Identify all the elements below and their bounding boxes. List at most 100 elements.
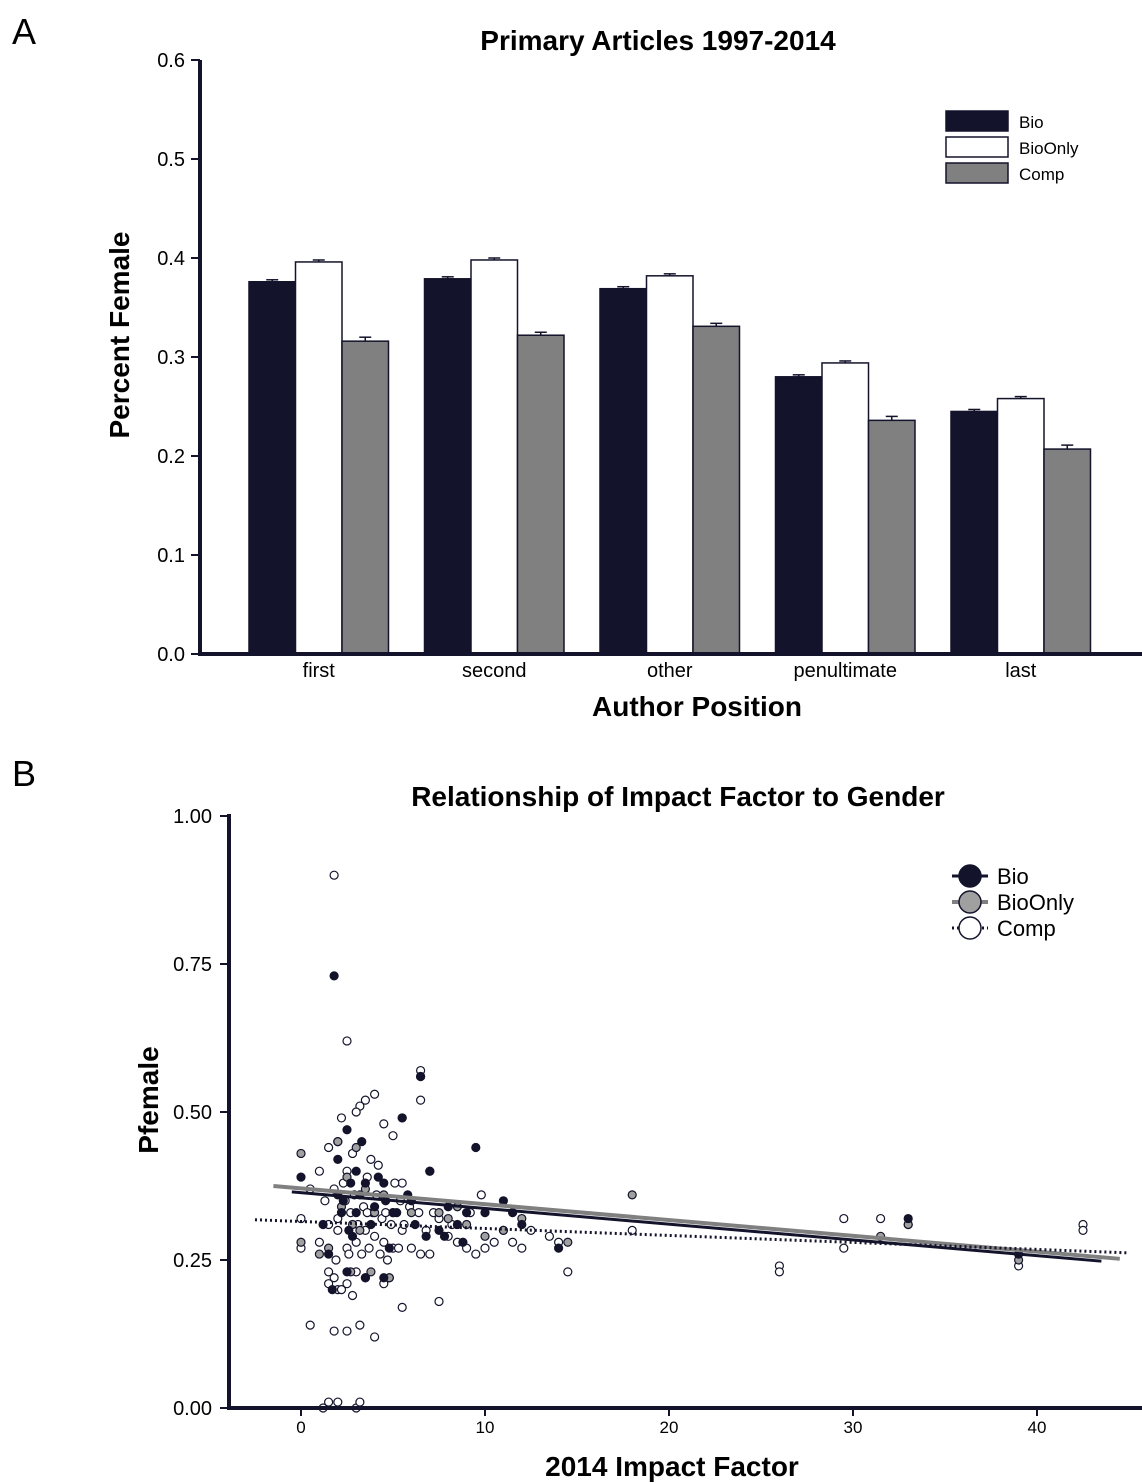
scatter-point-bio [342, 1125, 352, 1135]
scatter-point-comp [379, 1119, 389, 1129]
scatter-point-comp [388, 1131, 398, 1141]
trend-line-comp [254, 1218, 1130, 1255]
scatter-point-bio [397, 1113, 407, 1123]
scatter-point-bio [360, 1178, 370, 1188]
panel-b: B Relationship of Impact Factor to Gende… [12, 753, 1142, 1482]
bar-y-tick-label: 0.2 [157, 446, 185, 468]
scatter-y-tick-label: 0.50 [173, 1102, 212, 1124]
scatter-point-comp [370, 1332, 380, 1342]
scatter-point-comp [379, 1237, 389, 1247]
scatter-point-comp [370, 1231, 380, 1241]
scatter-point-bio [416, 1071, 426, 1082]
scatter-legend-marker-comp [958, 916, 982, 940]
scatter-point-comp [336, 1284, 347, 1295]
scatter-point-comp [333, 1397, 343, 1407]
scatter-y-tick-label: 1.00 [173, 806, 212, 828]
scatter-point-bio [336, 1208, 347, 1218]
scatter-point-comp [774, 1267, 785, 1277]
scatter-chart-y-label: Pfemale [133, 1046, 164, 1153]
scatter-point-comp [357, 1249, 367, 1259]
scatter-point-bioonly [434, 1208, 444, 1218]
scatter-point-bio [351, 1166, 361, 1176]
scatter-chart-title: Relationship of Impact Factor to Gender [411, 781, 945, 812]
scatter-point-comp [344, 1249, 354, 1259]
bar-bioonly-first [294, 261, 343, 655]
trend-line-bioonly [273, 1184, 1120, 1261]
panel-a: A Primary Articles 1997-2014 Percent Fem… [12, 11, 1142, 722]
panel-b-letter: B [12, 753, 36, 794]
scatter-point-comp [416, 1249, 426, 1259]
scatter-legend-marker-bio [958, 864, 982, 888]
scatter-point-bio [425, 1166, 435, 1176]
scatter-point-bio [373, 1172, 383, 1182]
bar-bio-second [423, 278, 472, 655]
bar-bio-last [950, 410, 999, 655]
scatter-point-bio [379, 1273, 389, 1283]
scatter-point-comp [517, 1243, 527, 1253]
bar-legend-swatch-bioonly [945, 136, 1009, 158]
scatter-point-comp [370, 1089, 380, 1099]
scatter-point-bioonly [351, 1142, 361, 1153]
bar-x-tick-label: penultimate [794, 660, 897, 682]
bar-bioonly-penultimate [821, 362, 870, 655]
scatter-point-comp [839, 1243, 849, 1253]
scatter-point-bioonly [563, 1237, 573, 1247]
scatter-point-comp [342, 1326, 352, 1336]
scatter-point-comp [355, 1397, 365, 1407]
bar-legend-swatch-comp [945, 162, 1009, 184]
bar-bioonly-last [996, 397, 1045, 655]
scatter-legend-label-comp: Comp [997, 916, 1056, 941]
scatter-point-bio [344, 1225, 354, 1236]
scatter-point-comp [397, 1302, 407, 1312]
scatter-x-axis-ticks: 0 10 20 30 40 [296, 1408, 1046, 1437]
scatter-point-bio [517, 1219, 527, 1230]
scatter-point-bio [296, 1172, 306, 1182]
bar-comp-second [516, 334, 565, 655]
bar-y-tick-label: 0.6 [157, 50, 185, 72]
bar-comp-last [1043, 448, 1092, 655]
scatter-point-bio [903, 1213, 913, 1224]
scatter-legend-label-bio: Bio [997, 864, 1029, 889]
scatter-point-bio [471, 1142, 481, 1153]
scatter-points [296, 870, 1088, 1413]
bar-chart-y-label: Percent Female [104, 232, 135, 439]
scatter-point-comp [839, 1213, 849, 1224]
bar-x-tick-label: second [462, 660, 527, 682]
scatter-point-bioonly [627, 1190, 637, 1200]
scatter-point-comp [373, 1160, 383, 1170]
scatter-point-comp [489, 1237, 499, 1247]
scatter-point-bioonly [314, 1249, 324, 1259]
scatter-x-tick-label: 0 [296, 1418, 305, 1437]
scatter-point-comp [324, 1142, 334, 1153]
scatter-legend: Bio BioOnly Comp [952, 864, 1074, 941]
scatter-point-bio [351, 1208, 361, 1218]
scatter-point-comp [347, 1290, 358, 1301]
scatter-point-bio [370, 1202, 380, 1212]
scatter-chart-x-label: 2014 Impact Factor [545, 1451, 799, 1482]
scatter-point-comp [364, 1243, 374, 1253]
scatter-point-comp [1078, 1225, 1088, 1236]
scatter-point-bioonly [355, 1225, 365, 1236]
scatter-x-tick-label: 20 [660, 1418, 679, 1437]
scatter-y-axis-ticks: 0.00 0.25 0.50 0.75 1.00 [173, 806, 229, 1420]
scatter-point-bio [327, 1284, 337, 1295]
bar-y-tick-label: 0.5 [157, 149, 185, 171]
scatter-point-bio [462, 1208, 472, 1218]
scatter-point-bio [439, 1231, 450, 1241]
bar-bioonly-other [645, 275, 694, 655]
bar-legend: Bio BioOnly Comp [945, 110, 1079, 184]
scatter-x-tick-label: 30 [844, 1418, 863, 1437]
scatter-point-comp [434, 1296, 444, 1307]
scatter-point-comp [324, 1267, 334, 1277]
scatter-point-comp [360, 1095, 370, 1105]
scatter-point-comp [366, 1154, 376, 1164]
scatter-point-comp [342, 1279, 352, 1289]
scatter-x-tick-label: 40 [1028, 1418, 1047, 1437]
scatter-point-bioonly [366, 1267, 376, 1277]
scatter-point-comp [329, 870, 339, 880]
bar-bioonly-second [470, 259, 519, 655]
bar-chart-x-label: Author Position [592, 691, 802, 722]
scatter-point-bio [324, 1249, 334, 1259]
scatter-point-comp [336, 1113, 347, 1123]
